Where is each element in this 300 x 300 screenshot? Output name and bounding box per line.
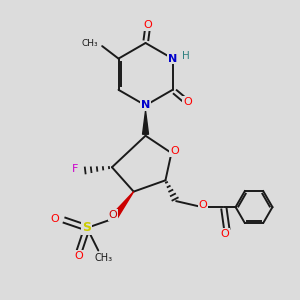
Text: O: O bbox=[74, 251, 83, 261]
Text: O: O bbox=[199, 200, 208, 210]
Text: CH₃: CH₃ bbox=[94, 253, 112, 262]
Text: CH₃: CH₃ bbox=[82, 39, 99, 48]
Text: O: O bbox=[109, 210, 117, 220]
Text: O: O bbox=[170, 146, 179, 157]
Text: H: H bbox=[182, 51, 190, 61]
Text: O: O bbox=[143, 20, 152, 30]
Text: O: O bbox=[51, 214, 59, 224]
Polygon shape bbox=[112, 192, 134, 219]
Text: N: N bbox=[168, 54, 177, 64]
Text: O: O bbox=[220, 229, 229, 239]
Text: O: O bbox=[183, 97, 192, 107]
Text: N: N bbox=[141, 100, 150, 110]
Text: S: S bbox=[82, 221, 91, 234]
Text: F: F bbox=[72, 164, 79, 174]
Polygon shape bbox=[142, 111, 148, 134]
